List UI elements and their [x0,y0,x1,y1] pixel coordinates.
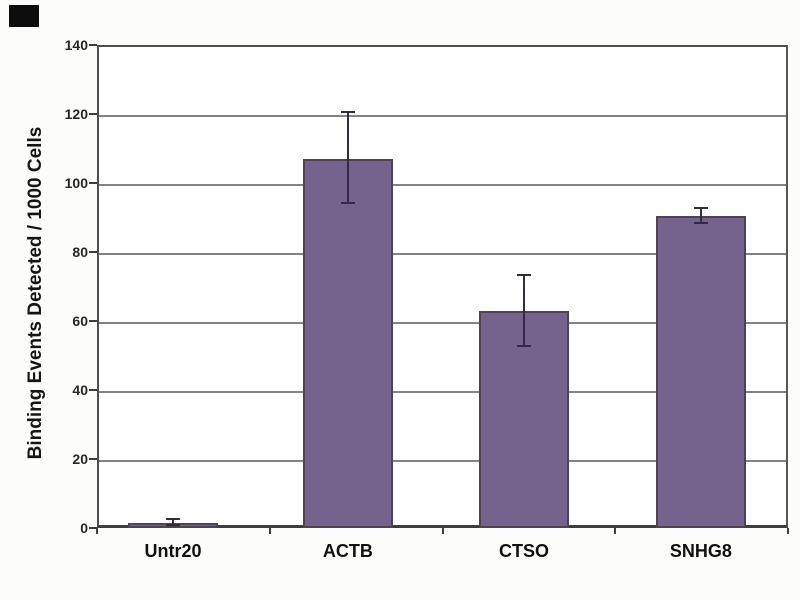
y-tick-label-40: 40 [72,382,88,398]
y-tick-label-100: 100 [64,175,88,191]
error-bar-line-ACTB [346,110,349,204]
gridline-120 [99,115,786,117]
error-bar-line-SNHG8 [699,207,702,225]
error-bar-cap-high-Untr20 [166,517,180,520]
bar-ACTB [302,158,393,528]
y-tick-mark-0 [89,527,97,529]
gridline-100 [99,184,786,186]
y-tick-label-20: 20 [72,451,88,467]
y-tick-label-120: 120 [64,106,88,122]
gridline-40 [99,391,786,393]
error-bar-cap-low-ACTB [340,201,355,204]
y-tick-mark-20 [89,458,97,460]
error-bar-cap-low-CTSO [517,344,532,347]
x-tick-mark-1 [268,528,271,534]
error-bar-cap-high-CTSO [517,274,532,277]
x-category-label-SNHG8: SNHG8 [669,541,732,561]
x-tick-mark-4 [787,528,789,534]
x-tick-mark-3 [614,528,617,534]
y-tick-label-140: 140 [64,37,88,53]
x-category-label-CTSO: CTSO [499,541,550,561]
x-category-label-Untr20: Untr20 [144,541,202,561]
gridline-80 [99,253,786,255]
gridline-60 [99,322,786,324]
y-tick-mark-80 [89,251,97,253]
error-bar-cap-low-SNHG8 [693,222,708,225]
bar-SNHG8 [655,215,746,528]
y-tick-label-80: 80 [72,244,88,260]
error-bar-line-Untr20 [172,517,174,526]
y-tick-mark-140 [89,44,97,46]
error-bar-line-CTSO [523,274,526,347]
y-tick-label-60: 60 [72,313,88,329]
y-tick-mark-40 [89,389,97,391]
x-tick-mark-2 [441,528,444,534]
x-category-label-ACTB: ACTB [322,541,373,561]
x-tick-mark-0 [96,528,98,534]
error-bar-cap-low-Untr20 [166,524,180,526]
y-tick-mark-60 [89,320,97,322]
y-tick-label-0: 0 [80,520,88,536]
error-bar-cap-high-ACTB [340,110,355,113]
error-bar-cap-high-SNHG8 [693,207,708,210]
y-tick-mark-120 [89,113,97,115]
y-tick-mark-100 [89,182,97,184]
y-axis-title: Binding Events Detected / 1000 Cells [25,126,46,460]
gridline-20 [99,460,786,462]
corner-logo-mark [9,5,39,27]
